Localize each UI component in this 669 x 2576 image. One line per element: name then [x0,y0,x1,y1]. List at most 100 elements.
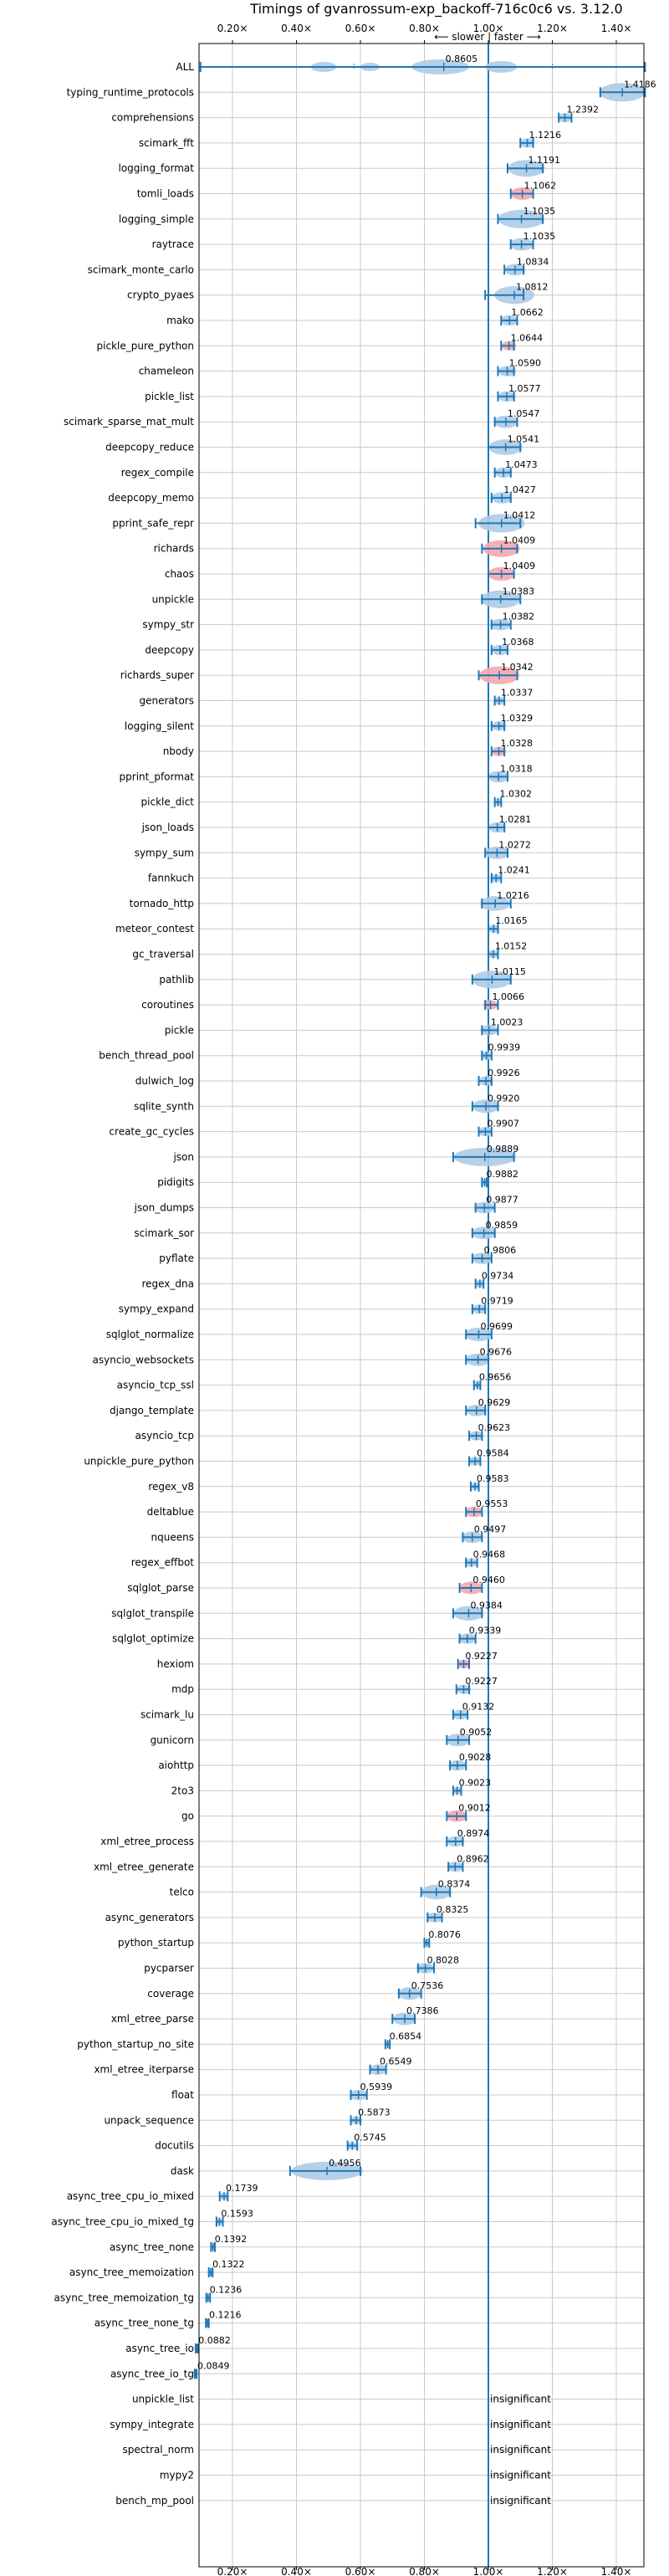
mean-value-label: 1.0473 [505,459,538,470]
benchmark-label: mako [166,315,194,326]
benchmark-row: deepcopy_reduce 1.0541 [105,434,539,455]
grid-lines [199,44,644,2567]
benchmark-label: raytrace [152,238,194,250]
mean-value-label: 1.4186 [624,79,656,90]
benchmark-label: pidigits [157,1176,194,1188]
benchmark-label: async_tree_cpu_io_mixed [67,2190,194,2202]
benchmark-label: mypy2 [160,2470,194,2481]
mean-value-label: 1.0281 [499,814,532,825]
benchmark-label: mdp [171,1683,194,1695]
mean-value-label: 0.7386 [406,2005,439,2016]
benchmark-label: django_template [110,1405,194,1416]
benchmark-label: aiohttp [158,1759,194,1771]
benchmark-label: nbody [163,745,194,757]
benchmark-label: xml_etree_iterparse [94,2064,194,2076]
mean-value-label: 0.8076 [428,1929,461,1940]
mean-value-label: 0.8028 [427,1955,460,1966]
benchmark-row: async_tree_none_tg 0.1216 [94,2310,242,2329]
benchmark-row: coverage 0.7536 [147,1980,443,2000]
mean-value-label: 0.9460 [472,1575,505,1585]
benchmark-row: async_tree_none 0.1392 [110,2234,247,2253]
x-tick-label-bottom: 1.20× [537,2566,568,2576]
benchmark-label: logging_format [118,162,194,174]
benchmark-row: python_startup 0.8076 [118,1929,461,1949]
benchmark-row: deltablue 0.9553 [147,1498,508,1518]
mean-value-label: 1.0662 [511,307,544,318]
mean-value-label: 0.6854 [390,2031,422,2041]
benchmark-row: sqlglot_optimize 0.9339 [112,1626,501,1645]
mean-value-label: 1.0337 [501,688,534,699]
benchmark-label: deepcopy_memo [108,492,194,504]
benchmark-label: regex_dna [141,1278,194,1289]
benchmark-row: spectral_norm insignificant [122,2444,551,2456]
mean-value-label: 1.0216 [497,890,529,901]
benchmark-row: sqlglot_parse 0.9460 [127,1575,505,1595]
mean-value-label: 1.0383 [503,586,535,597]
mean-value-label: 1.0382 [503,612,535,622]
benchmark-label: dask [171,2165,194,2177]
benchmark-row: chaos 1.0409 [165,561,535,581]
mean-value-label: 1.0834 [517,256,549,267]
benchmark-row: pprint_pformat 1.0318 [120,763,533,782]
benchmark-label: coverage [147,1988,194,2000]
benchmark-row: async_tree_cpu_io_mixed 0.1739 [67,2183,258,2202]
benchmark-label: async_tree_memoization [69,2266,194,2278]
benchmark-row: async_generators 0.8325 [105,1904,469,1923]
benchmark-row: pidigits 0.9882 [157,1169,518,1188]
benchmark-label: pathlib [159,974,194,986]
benchmark-label: json_dumps [134,1202,194,1214]
mean-value-label: 0.9939 [488,1042,521,1053]
benchmark-row: async_tree_io 0.0882 [125,2335,230,2354]
benchmark-label: sqlglot_optimize [112,1633,194,1645]
benchmark-row: python_startup_no_site 0.6854 [77,2031,421,2050]
mean-value-label: 1.0409 [503,561,536,571]
mean-value-label: 0.9584 [477,1448,509,1459]
benchmark-row: 2to3 0.9023 [171,1777,491,1796]
benchmark-row: aiohttp 0.9028 [158,1752,491,1771]
benchmark-row: asyncio_tcp_ssl 0.9656 [117,1372,512,1391]
mean-value-label: 0.9583 [477,1473,509,1484]
benchmark-row: deepcopy_memo 1.0427 [108,484,536,504]
benchmark-row: logging_simple 1.1035 [119,206,555,228]
benchmark-label: comprehensions [111,112,194,124]
benchmark-label: scimark_sor [134,1227,194,1239]
benchmark-row: pickle_dict 1.0302 [141,789,533,808]
benchmark-row: mako 1.0662 [166,307,544,326]
mean-value-label: 1.1191 [529,155,561,166]
benchmark-row: logging_silent 1.0329 [125,713,533,732]
benchmark-label: asyncio_tcp [135,1430,194,1442]
mean-value-label: 0.9882 [486,1169,518,1180]
x-tick-label-top: 0.60× [345,23,376,34]
benchmark-label: async_generators [105,1912,194,1923]
mean-value-label: 0.9023 [459,1777,492,1788]
benchmark-row: json_loads 1.0281 [141,814,532,833]
benchmark-label: json [172,1151,194,1163]
benchmark-label: tornado_http [130,898,194,909]
benchmark-label: pickle_dict [141,796,195,808]
mean-value-label: 1.0318 [500,763,533,774]
benchmark-label: scimark_fft [139,137,194,149]
benchmark-row: coroutines 1.0066 [141,991,524,1011]
benchmark-label: xml_etree_generate [94,1861,194,1872]
benchmark-row: raytrace 1.1035 [152,231,555,251]
benchmark-row: django_template 0.9629 [110,1397,510,1416]
benchmark-row: crypto_pyaes 1.0812 [127,282,549,305]
benchmark-label: deltablue [147,1506,194,1518]
benchmark-label: logging_silent [125,720,194,732]
benchmark-row: asyncio_tcp 0.9623 [135,1422,510,1442]
benchmark-row: unpickle 1.0383 [152,586,535,608]
benchmark-label: unpack_sequence [104,2114,194,2126]
benchmark-row: sympy_str 1.0382 [142,612,534,631]
x-tick-label-bottom: 0.20× [217,2566,248,2576]
benchmark-label: regex_v8 [148,1481,194,1493]
mean-value-label: 0.0882 [198,2335,231,2346]
mean-value-label: 0.0849 [197,2360,230,2371]
mean-value-label: 0.1392 [215,2234,248,2245]
benchmark-label: async_tree_io [125,2343,194,2354]
benchmark-label: scimark_monte_carlo [88,264,194,275]
x-tick-label-top: 1.00× [473,23,504,34]
benchmark-row: pyflate 0.9806 [159,1245,516,1264]
benchmark-row: sympy_expand 0.9719 [119,1296,513,1315]
mean-value-label: 1.0328 [501,738,534,749]
x-tick-label-bottom: 0.80× [409,2566,440,2576]
